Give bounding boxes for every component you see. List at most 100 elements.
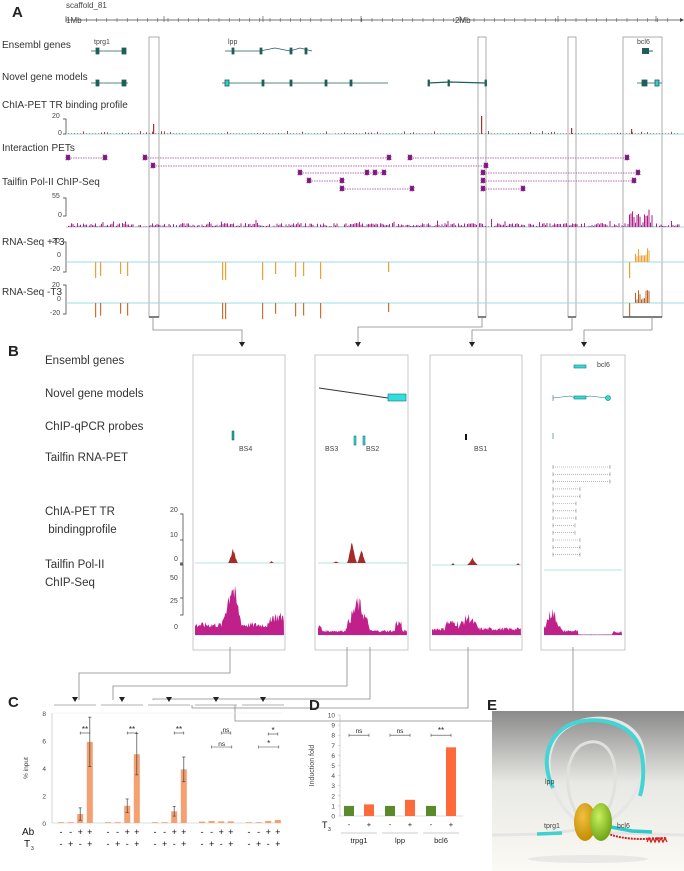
c-ab-sign: - <box>210 827 213 837</box>
svg-text:3: 3 <box>31 846 34 852</box>
c-t3-sign: - <box>248 839 251 849</box>
d-t3-sign: + <box>408 820 413 829</box>
c-t3-sign: + <box>115 839 120 849</box>
ensembl-gene-lpp <box>225 47 313 55</box>
b-chia-profiles <box>228 542 520 565</box>
c-bar <box>105 822 111 823</box>
c-sig-label: ** <box>176 725 182 734</box>
b-rna-pets <box>552 465 611 557</box>
c-bar <box>199 821 205 823</box>
c-sig-label: ns <box>218 741 226 748</box>
probe-label-bs2: BS2 <box>366 446 380 453</box>
d-t3-sign: - <box>430 820 433 829</box>
b-track-rnapet: Tailfin RNA-PET <box>45 452 129 464</box>
c-t3-sign: + <box>134 839 139 849</box>
c-t3-sign: - <box>60 839 63 849</box>
d-row-t3: T <box>322 820 328 830</box>
d-ytick: 3 <box>331 783 335 790</box>
track-label-pets: Interaction PETs <box>2 143 75 154</box>
panel-d-label: D <box>309 697 320 714</box>
axis-pol-max: 55 <box>52 193 60 200</box>
gene-label-tprg1: tprg1 <box>94 39 110 46</box>
c-t3-sign: - <box>154 839 157 849</box>
b-track-pol-1: Tailfin Pol-II <box>45 559 105 571</box>
b-chia-axis-10: 10 <box>170 532 178 539</box>
panel-a-tracks <box>63 36 684 347</box>
c-ab-sign: + <box>125 827 130 837</box>
b-chia-axis-0: 0 <box>174 556 178 563</box>
c-bar <box>124 805 131 823</box>
e-background <box>492 711 684 871</box>
d-t3-sign: + <box>367 820 372 829</box>
c-t3-sign: - <box>126 839 129 849</box>
probe-bs1 <box>465 434 467 440</box>
d-sig-label: ns <box>356 728 364 735</box>
ruler-start-label: 1Mb <box>66 16 82 25</box>
d-bar <box>446 747 456 816</box>
axis-rnam-top: 20 <box>52 282 60 289</box>
e-inner-loop <box>566 740 617 827</box>
c-ab-sign: + <box>172 827 177 837</box>
d-ytick: 1 <box>331 803 335 810</box>
d-category-label: bcl6 <box>434 836 448 845</box>
c-t3-sign: - <box>173 839 176 849</box>
probe-bs3 <box>353 435 357 446</box>
chia-profile-a <box>68 116 678 134</box>
b-pol-profiles <box>195 585 622 635</box>
scaffold-label: scaffold_81 <box>66 1 107 10</box>
c-t3-sign: + <box>256 839 261 849</box>
gene-label-lpp: lpp <box>228 39 238 46</box>
b-track-novel: Novel gene models <box>45 388 144 400</box>
c-bar <box>114 822 121 823</box>
c-ab-sign: - <box>107 827 110 837</box>
panel-e-loop-diagram: lpp tprg1 bcl6 <box>491 711 684 871</box>
c-bar <box>265 820 272 823</box>
b-box-4 <box>540 354 626 651</box>
d-ytick: 4 <box>331 773 335 780</box>
c-ab-sign: + <box>275 827 280 837</box>
d-t3-sign: + <box>449 820 454 829</box>
d-t3-sign: - <box>348 820 351 829</box>
axis-rnap-mid: 0 <box>57 252 61 259</box>
d-sig-label: ns <box>397 728 405 735</box>
d-ytick: 7 <box>331 743 335 750</box>
track-label-pol2: Tailfin Pol-II ChIP-Seq <box>2 177 100 188</box>
d-ytick: 0 <box>331 814 335 821</box>
c-bar <box>180 769 187 823</box>
c-t3-sign: - <box>107 839 110 849</box>
b-track-chia-1: ChIA-PET TR <box>45 506 115 518</box>
axis-rnam-mid: 0 <box>57 296 61 303</box>
c-t3-sign: + <box>181 839 186 849</box>
probe-bs4 <box>231 430 235 441</box>
d-category-label: trpg1 <box>350 836 367 845</box>
d-ytick: 6 <box>331 753 335 760</box>
c-bar <box>255 822 262 823</box>
c-ytick: 6 <box>42 739 46 746</box>
c-t3-sign: - <box>201 839 204 849</box>
c-row-t3: T <box>24 839 30 850</box>
panel-b-label: B <box>8 343 19 360</box>
c-bar <box>152 822 158 823</box>
b-pol-axis-50: 50 <box>170 575 178 582</box>
d-ytick: 5 <box>331 763 335 770</box>
c-ytick: 4 <box>42 766 46 773</box>
c-bar <box>208 820 215 823</box>
e-green-protein <box>590 803 612 841</box>
probe-label-bs4: BS4 <box>239 446 253 453</box>
c-sig-label: * <box>271 726 274 735</box>
c-ab-sign: + <box>181 827 186 837</box>
axis-chia-min: 0 <box>58 130 62 137</box>
panel-e-label: E <box>487 697 498 714</box>
panel-a-label: A <box>12 4 23 21</box>
c-ab-sign: - <box>69 827 72 837</box>
c-t3-sign: - <box>79 839 82 849</box>
c-ab-sign: + <box>134 827 139 837</box>
b-track-ensembl: Ensembl genes <box>45 355 125 367</box>
axis-pol-min: 0 <box>58 212 62 219</box>
c-ab-sign: - <box>201 827 204 837</box>
c-bar <box>133 754 140 823</box>
track-label-chia: ChIA-PET TR binding profile <box>2 100 128 111</box>
c-ytick: 2 <box>42 794 46 801</box>
